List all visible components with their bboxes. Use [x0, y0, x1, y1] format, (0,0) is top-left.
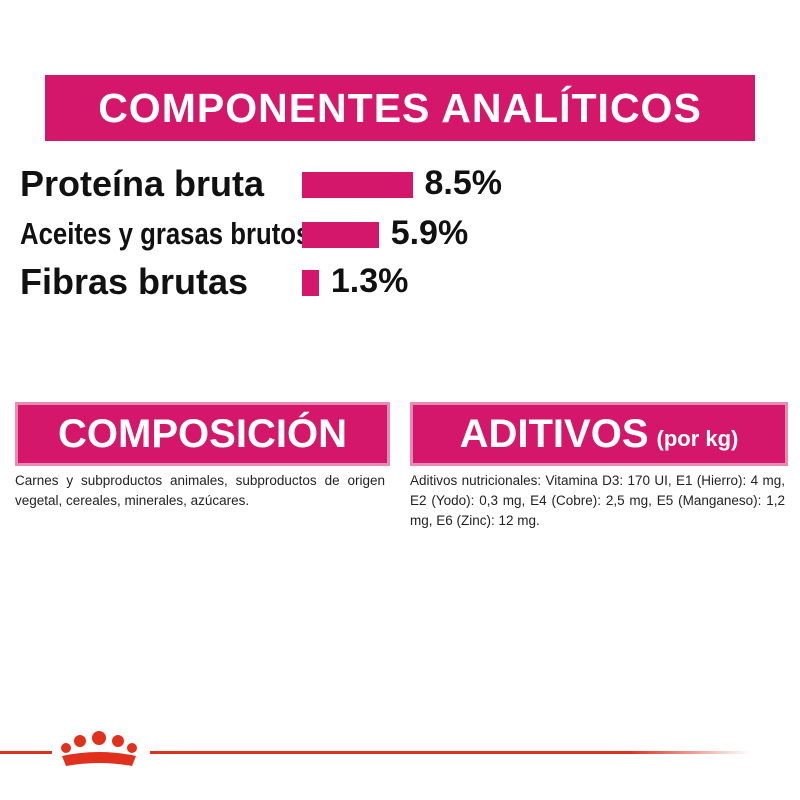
bar — [302, 270, 319, 296]
value-label: 1.3% — [330, 262, 409, 300]
composition-header: COMPOSICIÓN — [15, 402, 390, 466]
value-label: 5.9% — [390, 214, 469, 252]
value-label: 8.5% — [424, 164, 503, 202]
category-label: Proteína bruta — [20, 163, 265, 205]
analysis-header: COMPONENTES ANALÍTICOS — [45, 75, 755, 141]
composition-text: Carnes y subproductos animales, subprodu… — [15, 473, 385, 508]
additives-text: Aditivos nutricionales: Vitamina D3: 170… — [410, 473, 785, 528]
additives-header: ADITIVOS (por kg) — [410, 402, 788, 466]
bar — [302, 222, 379, 248]
additives-subtitle: (por kg) — [656, 426, 739, 451]
category-label: Fibras brutas — [20, 261, 249, 303]
footer-logo — [0, 731, 750, 766]
bar — [302, 172, 413, 198]
additives-title: ADITIVOS — [459, 411, 649, 456]
category-label: Aceites y grasas brutos — [20, 216, 311, 252]
